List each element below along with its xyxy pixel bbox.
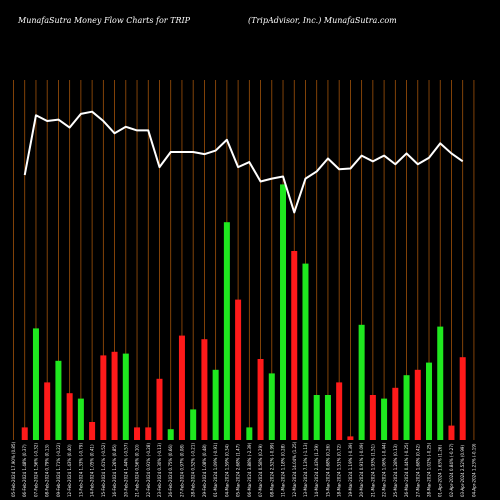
bar-down bbox=[459, 357, 466, 440]
x-tick-label: 13-Feb-2024 1.33% (-0.79) bbox=[78, 443, 83, 497]
x-tick-label: 18-Mar-2024 1.51% (0.72) bbox=[337, 444, 342, 497]
x-tick-label: 27-Feb-2024 0.97% (0.08) bbox=[179, 444, 184, 497]
bar-down bbox=[178, 335, 185, 440]
x-tick-label: 01-Apr-2024 1.63% (1.26) bbox=[438, 445, 443, 497]
x-tick-label: 22-Mar-2024 1.06% (-0.44) bbox=[382, 442, 387, 497]
bar-up bbox=[280, 184, 287, 440]
x-tick-label: 06-Feb-2024 1.48% (0.37) bbox=[22, 444, 27, 497]
x-tick-label: 23-Feb-2024 0.30% (-0.13) bbox=[157, 443, 162, 497]
bar-up bbox=[190, 409, 197, 440]
x-tick-label: 08-Mar-2024 2.52% (-0.99) bbox=[269, 442, 274, 497]
bar-up bbox=[55, 360, 62, 440]
x-tick-label: 11-Mar-2024 1.18% (0.28) bbox=[281, 444, 286, 497]
x-tick-label: 12-Mar-2024 14.04% (1.25) bbox=[292, 441, 297, 497]
x-tick-label: 04-Apr-2024 1.23% (-0.19) bbox=[471, 443, 476, 497]
bar-up bbox=[381, 398, 388, 440]
x-tick-label: 08-Feb-2024 0.79% (0.13) bbox=[45, 444, 50, 497]
x-tick-label: 20-Feb-2024 1.44% (-0.57) bbox=[123, 443, 128, 497]
x-tick-label: 12-Feb-2024 1.43% (0.40) bbox=[67, 444, 72, 497]
x-tick-label: 16-Feb-2024 1.26% (0.85) bbox=[112, 444, 117, 497]
bar-up bbox=[246, 427, 253, 440]
bar-down bbox=[89, 422, 96, 440]
bar-down bbox=[156, 378, 163, 440]
x-tick-label: 14-Mar-2024 2.43% (1.29) bbox=[314, 444, 319, 497]
bar-up bbox=[324, 395, 331, 440]
x-tick-label: 25-Mar-2024 1.28% (0.13) bbox=[393, 444, 398, 497]
bar-down bbox=[21, 427, 28, 440]
bar-up bbox=[358, 324, 365, 440]
x-tick-label: 19-Mar-2024 1.19% (-0.39) bbox=[348, 442, 353, 497]
x-tick-label: 01-Mar-2024 1.09% (-0.91) bbox=[213, 442, 218, 497]
x-tick-label: 26-Mar-2024 0.44% (-0.25) bbox=[404, 442, 409, 497]
chart-site: (TripAdvisor, Inc.) MunafaSutra.com bbox=[248, 16, 397, 25]
bar-up bbox=[212, 369, 219, 440]
bar-down bbox=[336, 382, 343, 440]
bar-up bbox=[122, 353, 129, 440]
bar-up bbox=[167, 429, 174, 440]
bar-down bbox=[100, 355, 107, 440]
x-tick-label: 28-Mar-2024 1.02% (-0.25) bbox=[427, 442, 432, 497]
bar-up bbox=[313, 395, 320, 440]
x-tick-label: 15-Feb-2024 1.61% (-0.52) bbox=[101, 443, 106, 497]
x-tick-label: 05-Feb-2024 17.90% (0.85) bbox=[11, 442, 16, 498]
x-tick-label: 20-Mar-2024 0.91% (-0.09) bbox=[359, 442, 364, 497]
x-tick-label: 09-Feb-2024 1.71% (-0.22) bbox=[56, 443, 61, 497]
bar-down bbox=[201, 339, 208, 440]
bar-down bbox=[347, 436, 354, 440]
x-tick-label: 13-Mar-2024 7.13% (-1.13) bbox=[303, 442, 308, 497]
x-tick-label: 26-Feb-2024 0.75% (0.66) bbox=[168, 444, 173, 497]
bar-down bbox=[414, 369, 421, 440]
bar-up bbox=[77, 398, 84, 440]
x-tick-label: 14-Feb-2024 1.05% (0.41) bbox=[90, 444, 95, 497]
chart-title: MunafaSutra Money Flow Charts for TRIP bbox=[17, 16, 191, 25]
money-flow-series bbox=[23, 110, 464, 214]
bar-down bbox=[111, 351, 118, 440]
x-tick-label: 07-Mar-2024 0.58% (0.29) bbox=[258, 444, 263, 497]
bar-down bbox=[134, 427, 141, 440]
x-tick-label: 02-Apr-2024 0.84% (-0.27) bbox=[449, 443, 454, 497]
x-tick-label: 28-Feb-2024 0.52% (-0.21) bbox=[191, 443, 196, 497]
x-tick-label: 29-Feb-2024 1.08% (0.48) bbox=[202, 444, 207, 497]
bar-up bbox=[268, 373, 275, 440]
x-tick-label: 15-Mar-2024 0.68% (0.26) bbox=[325, 444, 330, 497]
x-tick-label: 07-Feb-2024 1.56% (-0.32) bbox=[33, 443, 38, 497]
x-tick-label: 21-Feb-2024 0.56% (0.10) bbox=[135, 444, 140, 497]
bar-down bbox=[257, 359, 264, 440]
bar-up bbox=[223, 222, 230, 440]
volume-bars bbox=[21, 184, 466, 440]
x-axis-ticks: 05-Feb-2024 17.90% (0.85) 06-Feb-2024 1.4… bbox=[11, 441, 476, 497]
bar-up bbox=[426, 362, 433, 440]
bar-up bbox=[403, 375, 410, 440]
bar-down bbox=[369, 395, 376, 440]
bar-down bbox=[235, 299, 242, 440]
x-tick-label: 21-Mar-2024 1.93% (1.51) bbox=[370, 444, 375, 497]
money-flow-line bbox=[23, 110, 464, 214]
bar-up bbox=[32, 328, 39, 440]
bar-up bbox=[302, 263, 309, 440]
x-tick-label: 22-Feb-2024 0.91% (-0.28) bbox=[146, 443, 151, 497]
bar-down bbox=[145, 427, 152, 440]
x-tick-label: 03-Apr-2024 2.52% (0.99) bbox=[460, 445, 465, 497]
bar-down bbox=[66, 393, 73, 440]
x-tick-label: 06-Mar-2024 3.88% (-2.39) bbox=[247, 442, 252, 497]
bar-down bbox=[291, 251, 298, 440]
bar-down bbox=[392, 387, 399, 440]
x-tick-label: 05-Mar-2024 2.68% (1.47) bbox=[236, 444, 241, 497]
bar-up bbox=[437, 326, 444, 440]
x-tick-label: 04-Mar-2024 1.59% (0.34) bbox=[224, 444, 229, 497]
bar-down bbox=[448, 425, 455, 440]
x-tick-label: 27-Mar-2024 1.68% (0.42) bbox=[415, 444, 420, 497]
bar-down bbox=[44, 382, 51, 440]
